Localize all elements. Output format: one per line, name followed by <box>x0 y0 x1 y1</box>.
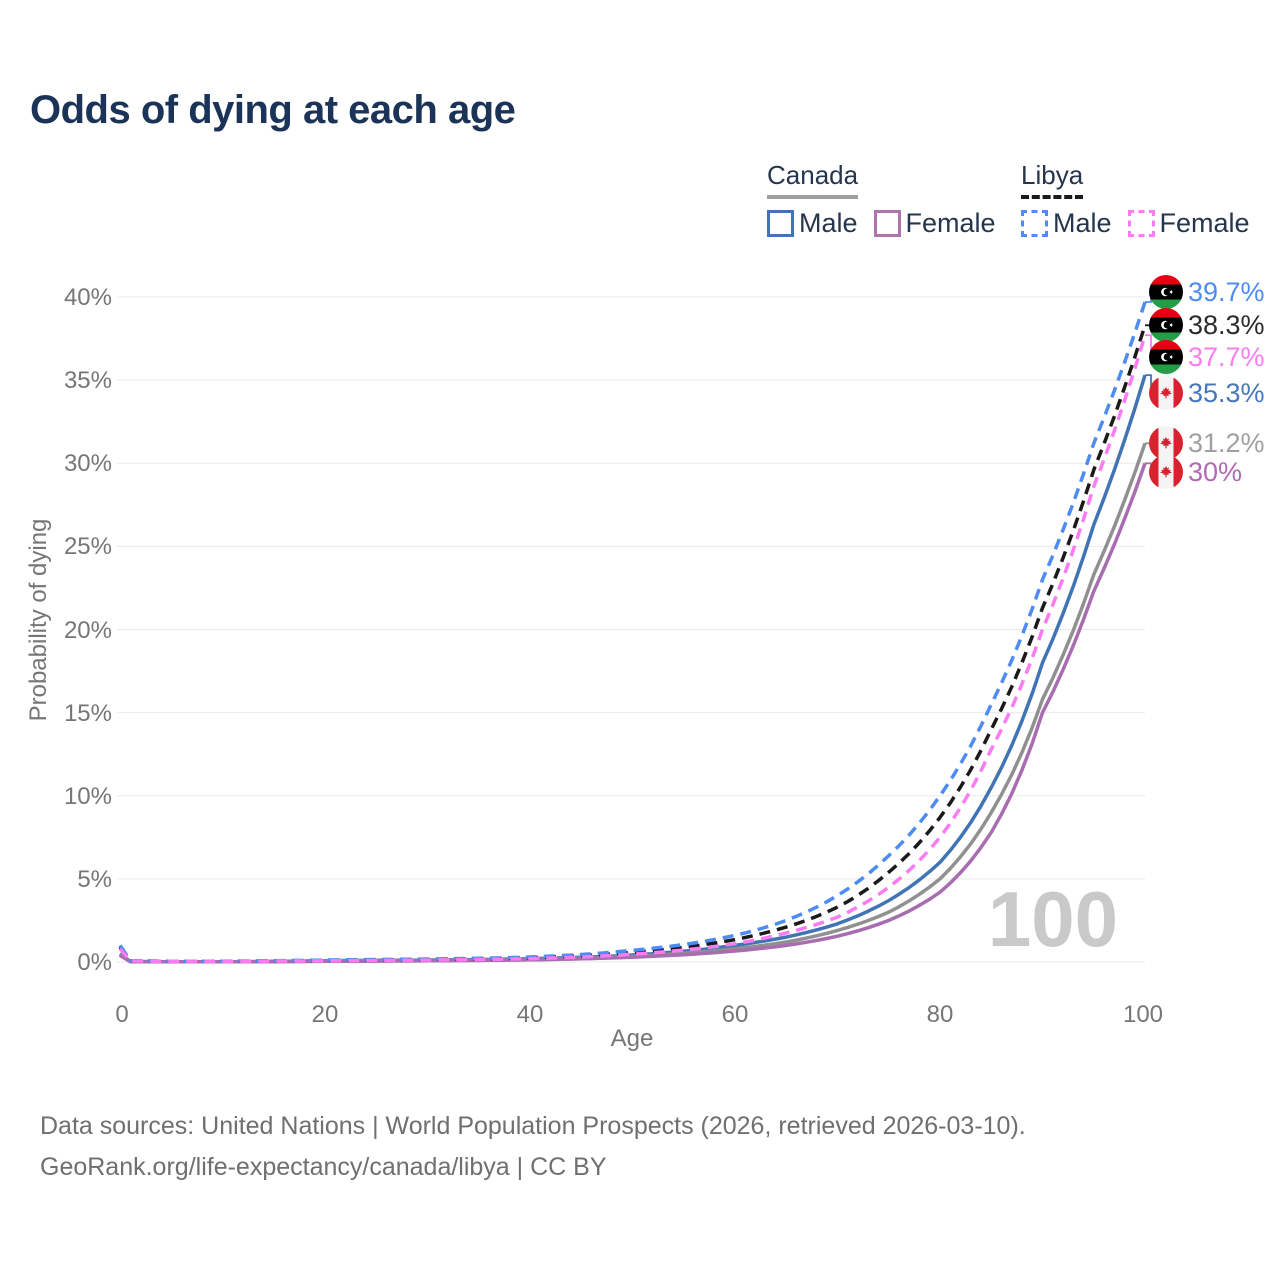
footer-line1: Data sources: United Nations | World Pop… <box>40 1112 1026 1140</box>
curve-libya-male <box>118 301 1147 963</box>
x-tick: 0 <box>115 1001 128 1028</box>
y-tick: 5% <box>77 866 112 893</box>
libya-flag-icon <box>1149 275 1183 309</box>
end-label-canada-female: 30% <box>1149 455 1242 489</box>
end-value: 31.2% <box>1188 428 1265 458</box>
legend-label: Male <box>799 208 858 238</box>
x-tick: 80 <box>927 1001 954 1028</box>
x-tick: 60 <box>722 1001 749 1028</box>
legend-row-canada: Male Female <box>767 208 996 239</box>
curve-canada-female <box>119 462 1147 964</box>
legend-row-libya: Male Female <box>1021 208 1250 239</box>
x-axis-ticks: 0 20 40 60 80 100 <box>115 1001 1163 1028</box>
y-tick: 25% <box>64 533 112 560</box>
libya-flag-icon <box>1149 340 1183 374</box>
legend-group-libya: Libya Male Female <box>1021 160 1250 239</box>
data-sources-footer: Data sources: United Nations | World Pop… <box>40 1106 1026 1188</box>
legend-country-canada[interactable]: Canada <box>767 160 859 199</box>
series-curves <box>118 301 1147 964</box>
curve-libya-female <box>118 334 1147 964</box>
y-tick: 35% <box>64 367 112 394</box>
x-tick: 40 <box>517 1001 544 1028</box>
canada-flag-icon <box>1149 455 1183 489</box>
y-tick: 10% <box>64 783 112 810</box>
curve-libya-both <box>118 324 1147 964</box>
canada-female-swatch-icon <box>873 210 901 237</box>
age-watermark: 100 <box>988 875 1118 963</box>
page-title: Odds of dying at each age <box>30 88 516 132</box>
legend-group-canada: Canada Male Female <box>767 160 996 239</box>
end-label-libya-both: 38.3% <box>1149 308 1265 342</box>
y-axis-ticks: 0% 5% 10% 15% 20% 25% 30% 35% 40% <box>64 284 112 976</box>
gridlines <box>117 296 1145 963</box>
end-label-libya-male: 39.7% <box>1149 275 1265 309</box>
canada-flag-icon <box>1149 426 1183 460</box>
legend-label: Female <box>905 208 996 238</box>
footer-line2: GeoRank.org/life-expectancy/canada/libya… <box>40 1153 607 1181</box>
x-tick: 20 <box>312 1001 339 1028</box>
legend-item-libya-male[interactable]: Male <box>1021 208 1112 239</box>
end-label-libya-female: 37.7% <box>1149 340 1265 374</box>
end-label-canada-male: 35.3% <box>1149 376 1265 410</box>
legend-country-libya[interactable]: Libya <box>1021 160 1084 199</box>
end-value: 37.7% <box>1188 342 1265 372</box>
legend-label: Male <box>1053 208 1112 238</box>
y-tick: 0% <box>77 949 112 976</box>
end-value: 35.3% <box>1188 378 1265 408</box>
legend-item-libya-female[interactable]: Female <box>1127 208 1250 239</box>
x-axis-title: Age <box>611 1025 654 1052</box>
y-tick: 30% <box>64 450 112 477</box>
y-tick: 15% <box>64 700 112 727</box>
libya-female-swatch-icon <box>1127 210 1155 237</box>
end-value: 38.3% <box>1188 310 1265 340</box>
libya-male-swatch-icon <box>1021 210 1048 237</box>
legend-item-canada-male[interactable]: Male <box>767 208 858 239</box>
end-value: 39.7% <box>1188 277 1265 307</box>
end-label-canada-both: 31.2% <box>1149 426 1265 460</box>
y-tick: 20% <box>64 617 112 644</box>
canada-flag-icon <box>1149 376 1183 410</box>
x-tick: 100 <box>1123 1001 1163 1028</box>
legend-item-canada-female[interactable]: Female <box>873 208 996 239</box>
legend-label: Female <box>1159 208 1250 238</box>
canada-male-swatch-icon <box>767 210 794 237</box>
y-axis-title: Probability of dying <box>25 519 52 722</box>
series-end-labels: 39.7% 38.3% 37.7% 35.3% 31.2% 30% <box>1149 275 1265 489</box>
y-tick: 40% <box>64 284 112 311</box>
libya-flag-icon <box>1149 308 1183 342</box>
end-value: 30% <box>1188 457 1242 487</box>
